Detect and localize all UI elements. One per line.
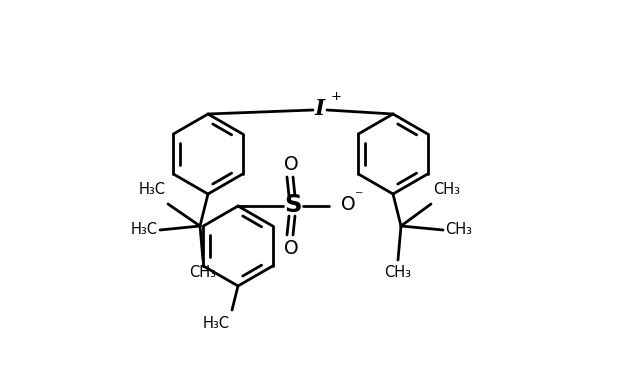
Text: +: + (330, 89, 342, 103)
Text: ⁻: ⁻ (355, 188, 364, 203)
Text: H₃C: H₃C (139, 182, 166, 197)
Text: H₃C: H₃C (131, 223, 158, 238)
Text: CH₃: CH₃ (433, 182, 460, 197)
Text: CH₃: CH₃ (445, 223, 472, 238)
Text: O: O (284, 238, 298, 258)
Text: H₃C: H₃C (203, 316, 230, 331)
Text: I: I (315, 98, 325, 120)
Text: CH₃: CH₃ (385, 265, 412, 280)
Text: O: O (284, 155, 298, 173)
Text: O: O (341, 196, 356, 214)
Text: S: S (284, 193, 301, 217)
Text: CH₃: CH₃ (189, 265, 216, 280)
